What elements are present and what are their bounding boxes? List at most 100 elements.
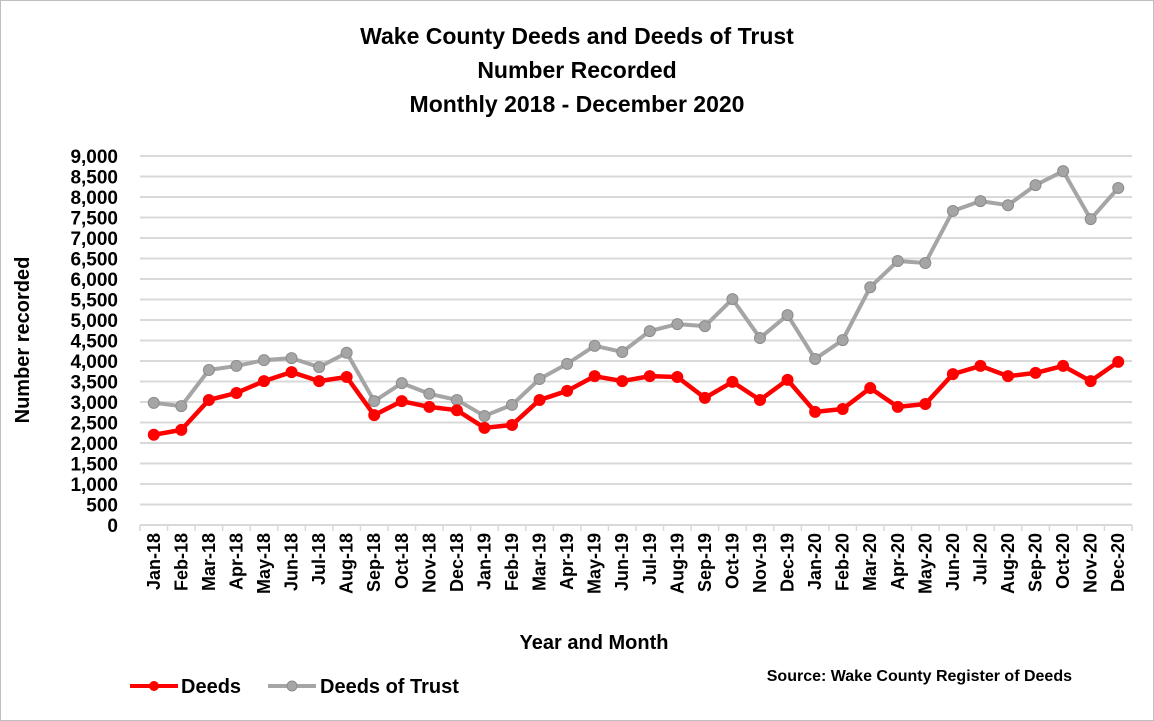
- data-point: [726, 375, 739, 388]
- data-point: [974, 195, 987, 208]
- data-point: [368, 395, 381, 408]
- x-tick-label: May-20: [915, 533, 935, 594]
- y-tick-label: 500: [86, 496, 118, 517]
- x-tick-label: Sep-20: [1026, 533, 1046, 592]
- data-point: [781, 309, 794, 322]
- data-point: [395, 377, 408, 390]
- y-tick-label: 9,000: [70, 147, 118, 168]
- data-point: [533, 373, 546, 386]
- data-point: [726, 293, 739, 306]
- y-tick-label: 2,500: [70, 414, 118, 435]
- y-tick-label: 4,500: [70, 332, 118, 353]
- series-deeds: [147, 355, 1125, 441]
- data-point: [202, 393, 215, 406]
- x-tick-label: May-18: [254, 533, 274, 594]
- y-tick-label: 4,000: [70, 352, 118, 373]
- x-tick-label: Sep-19: [695, 533, 715, 592]
- data-point: [588, 370, 601, 383]
- source-note: Source: Wake County Register of Deeds: [767, 668, 1072, 685]
- x-tick-label: Jan-18: [144, 533, 164, 590]
- x-tick-label: Jun-18: [282, 533, 302, 591]
- data-point: [891, 254, 904, 267]
- data-point: [1057, 165, 1070, 178]
- data-point: [864, 382, 877, 395]
- data-point: [809, 405, 822, 418]
- x-tick-label: Jan-20: [805, 533, 825, 590]
- data-point: [919, 398, 932, 411]
- y-tick-label: 6,000: [70, 270, 118, 291]
- data-point: [754, 332, 766, 345]
- series-deeds-of-trust: [147, 165, 1125, 422]
- data-point: [1084, 213, 1097, 226]
- y-tick-label: 1,500: [70, 455, 118, 476]
- x-tick-label: Aug-20: [998, 533, 1018, 594]
- data-point: [423, 400, 436, 413]
- y-tick-label: 8,000: [70, 188, 118, 209]
- x-tick-label: Jun-19: [612, 533, 632, 591]
- x-axis-label: Year and Month: [520, 632, 669, 654]
- data-point: [698, 320, 711, 333]
- x-tick-label: Dec-20: [1108, 533, 1128, 592]
- x-tick-label: Sep-18: [364, 533, 384, 592]
- data-point: [643, 370, 656, 383]
- data-point: [809, 352, 822, 365]
- data-point: [671, 318, 684, 331]
- data-point: [258, 375, 270, 388]
- y-tick-label: 5,500: [70, 291, 118, 312]
- y-tick-label: 5,000: [70, 311, 118, 332]
- data-point: [285, 352, 298, 365]
- data-point: [1029, 179, 1042, 192]
- x-tick-label: Apr-18: [226, 533, 246, 590]
- data-point: [478, 409, 491, 422]
- data-point: [202, 364, 215, 377]
- title-line-3: Monthly 2018 - December 2020: [410, 91, 745, 117]
- data-point: [147, 428, 160, 441]
- data-point: [1112, 181, 1125, 194]
- x-tick-label: Mar-20: [860, 533, 880, 591]
- y-tick-label: 6,500: [70, 250, 118, 271]
- data-point: [671, 370, 684, 383]
- title-line-2: Number Recorded: [477, 57, 676, 83]
- x-tick-label: Jul-18: [309, 533, 329, 585]
- data-point: [478, 421, 491, 434]
- title-line-1: Wake County Deeds and Deeds of Trust: [360, 23, 794, 49]
- x-tick-label: May-19: [585, 533, 605, 594]
- data-point: [450, 393, 463, 406]
- x-tick-label: Oct-19: [722, 533, 742, 589]
- data-point: [340, 370, 353, 383]
- data-point: [450, 404, 463, 417]
- data-point: [1002, 199, 1014, 212]
- chart-title: Wake County Deeds and Deeds of Trust Num…: [360, 23, 794, 117]
- legend-trust-label: Deeds of Trust: [320, 676, 459, 698]
- series-line: [153, 359, 1120, 438]
- y-tick-labels: 05001,0001,5002,0002,5003,0003,5004,0004…: [70, 147, 118, 537]
- data-point: [616, 375, 629, 388]
- data-point: [1057, 359, 1070, 372]
- x-tick-label: Aug-18: [337, 533, 357, 594]
- x-tick-label: Jun-20: [943, 533, 963, 591]
- x-tick-label: Oct-18: [392, 533, 412, 589]
- x-tick-labels: Jan-18 Feb-18 Mar-18 Apr-18 May-18 Jun-18 Jul-…: [144, 533, 1128, 594]
- legend-deeds-label: Deeds: [181, 676, 241, 698]
- data-point: [230, 359, 243, 372]
- y-tick-label: 8,500: [70, 168, 118, 189]
- data-point: [313, 361, 326, 374]
- data-point: [754, 393, 766, 406]
- y-tick-label: 7,500: [70, 209, 118, 230]
- data-point: [616, 345, 629, 358]
- data-point: [258, 354, 270, 367]
- data-point: [864, 281, 877, 294]
- x-tick-label: Mar-19: [530, 533, 550, 591]
- data-point: [891, 400, 904, 413]
- x-tick-label: Nov-19: [750, 533, 770, 593]
- x-tick-label: Apr-20: [888, 533, 908, 590]
- data-point: [175, 423, 188, 436]
- series-lines: [147, 165, 1125, 441]
- x-tick-label: Feb-18: [171, 533, 191, 591]
- y-tick-label: 0: [107, 516, 118, 537]
- legend-item-deeds-of-trust: Deeds of Trust: [268, 676, 459, 698]
- data-point: [836, 402, 849, 415]
- y-tick-label: 1,000: [70, 475, 118, 496]
- x-tick-label: Nov-20: [1081, 533, 1101, 593]
- legend-item-deeds: Deeds: [130, 676, 241, 698]
